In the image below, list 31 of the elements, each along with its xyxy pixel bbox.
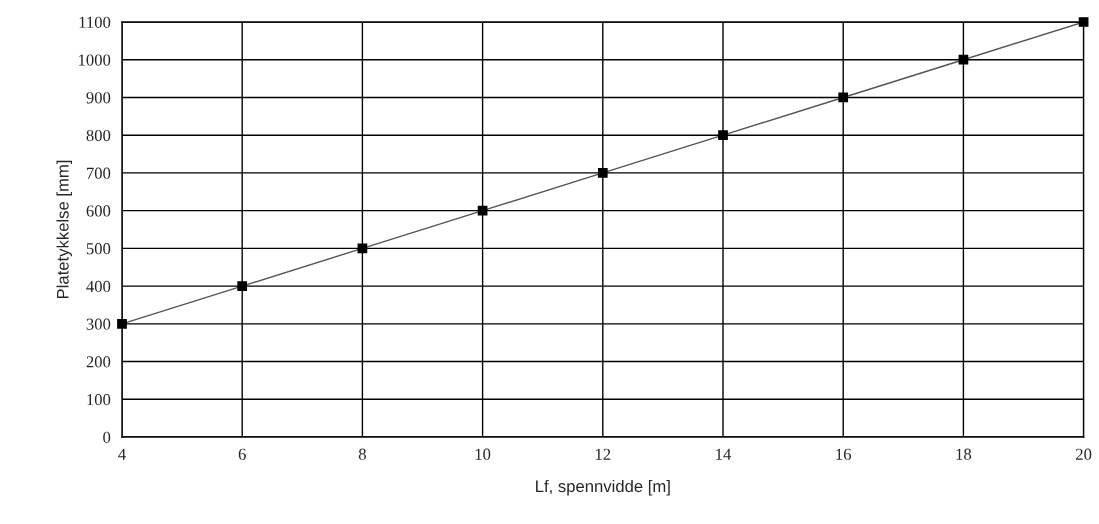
y-tick-label: 0 <box>103 431 111 443</box>
x-tick-label: 18 <box>956 448 972 460</box>
point <box>718 130 728 141</box>
x-tick-label: 6 <box>238 448 246 460</box>
y-tick-label: 400 <box>86 280 111 293</box>
point <box>477 205 488 216</box>
point <box>237 281 248 291</box>
x-axis-title: Lf, spennvidde [m] <box>536 479 670 496</box>
x-tick-label: 4 <box>118 448 126 460</box>
point <box>838 92 849 103</box>
x-tick-label: 8 <box>358 448 366 460</box>
point <box>1078 17 1089 27</box>
y-tick-label: 800 <box>86 129 111 142</box>
y-tick-label: 600 <box>86 205 111 217</box>
point <box>958 54 969 65</box>
y-tick-label: 100 <box>87 393 111 406</box>
y-tick-label: 500 <box>86 243 111 255</box>
x-tick-label: 14 <box>716 448 732 460</box>
x-tick-label: 20 <box>1076 448 1092 460</box>
y-tick-label: 1000 <box>79 54 111 66</box>
x-tick-label: 16 <box>836 448 852 460</box>
point <box>117 318 127 329</box>
y-tick-label: 300 <box>86 318 111 330</box>
y-tick-label: 900 <box>86 92 111 104</box>
x-tick-label: 10 <box>475 448 491 460</box>
y-tick-label: 200 <box>86 356 111 368</box>
y-tick-label: 1100 <box>79 16 111 28</box>
y-axis-title: Platetykkelse [mm] <box>56 160 72 299</box>
y-tick-label: 700 <box>86 167 111 179</box>
x-tick-label: 12 <box>595 448 611 460</box>
point <box>597 168 608 178</box>
